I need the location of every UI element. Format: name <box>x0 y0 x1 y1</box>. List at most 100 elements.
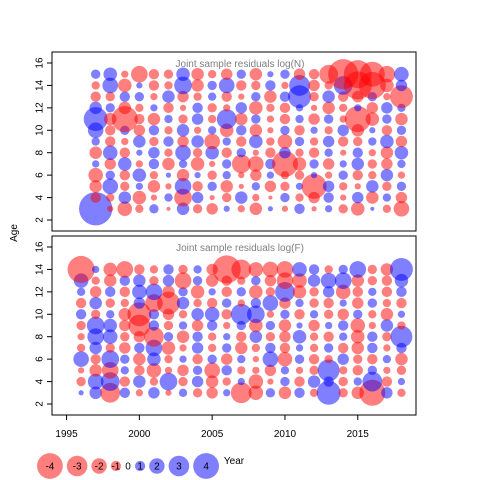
legend-bubble <box>168 455 190 477</box>
residual-bubble <box>382 114 392 124</box>
residual-bubble <box>368 170 377 180</box>
residual-bubble <box>105 125 116 136</box>
residual-bubble <box>119 387 130 398</box>
residual-bubble <box>191 67 204 81</box>
residual-bubble <box>280 376 290 387</box>
residual-bubble <box>222 137 231 146</box>
residual-bubble <box>134 113 145 125</box>
residual-bubble <box>103 318 117 333</box>
residual-bubble <box>121 137 129 146</box>
residual-bubble <box>367 331 378 342</box>
residual-bubble <box>367 342 378 354</box>
residual-bubble <box>308 69 320 80</box>
residual-bubble <box>237 299 245 307</box>
residual-bubble <box>179 104 187 111</box>
residual-bubble <box>222 298 232 308</box>
residual-bubble <box>105 286 116 298</box>
residual-bubble <box>324 265 333 274</box>
residual-bubble <box>248 262 264 277</box>
residual-bubble <box>92 160 100 168</box>
residual-bubble <box>133 135 146 148</box>
residual-bubble <box>339 103 348 113</box>
residual-bubble <box>222 192 232 203</box>
residual-bubble <box>292 329 307 344</box>
residual-bubble <box>351 202 365 216</box>
residual-bubble <box>165 183 172 190</box>
residual-bubble <box>208 343 217 353</box>
residual-bubble <box>381 376 393 387</box>
residual-bubble <box>380 319 394 332</box>
residual-bubble <box>265 320 276 331</box>
residual-bubble <box>350 318 366 333</box>
residual-bubble <box>323 114 334 124</box>
residual-bubble <box>309 91 319 102</box>
residual-bubble <box>265 147 276 158</box>
residual-bubble <box>235 102 247 114</box>
residual-bubble <box>337 308 349 321</box>
residual-bubble <box>238 183 244 189</box>
residual-bubble <box>323 297 334 309</box>
residual-bubble <box>191 79 204 92</box>
residual-bubble <box>150 93 158 101</box>
residual-bubble <box>177 364 189 377</box>
residual-bubble <box>353 354 363 364</box>
residual-bubble <box>231 154 251 174</box>
residual-bubble <box>338 264 348 275</box>
residual-bubble <box>162 274 175 287</box>
residual-bubble <box>212 255 241 284</box>
bubble-layer <box>67 255 413 406</box>
residual-bubble <box>221 365 232 376</box>
residual-bubble <box>351 329 365 344</box>
residual-bubble <box>311 206 317 212</box>
residual-bubble <box>75 309 87 320</box>
residual-bubble <box>352 297 364 309</box>
residual-bubble <box>295 114 304 124</box>
residual-bubble <box>119 286 130 298</box>
residual-bubble <box>337 124 349 137</box>
residual-bubble <box>339 332 348 341</box>
residual-bubble <box>102 77 119 94</box>
residual-bubble <box>149 275 159 286</box>
residual-bubble <box>148 320 160 331</box>
residual-bubble <box>235 191 248 204</box>
x-tick-label: 2005 <box>201 429 224 440</box>
residual-bubble <box>307 375 321 388</box>
residual-bubble <box>249 67 263 81</box>
residual-bubble <box>178 159 188 169</box>
residual-bubble <box>76 287 86 297</box>
residual-bubble <box>309 137 319 146</box>
residual-bubble <box>309 159 319 169</box>
residual-bubble <box>206 387 218 399</box>
residual-bubble <box>208 70 217 79</box>
residual-bubble <box>323 192 334 203</box>
residual-bubble <box>148 125 160 136</box>
residual-bubble <box>176 67 190 81</box>
residual-bubble <box>322 286 335 298</box>
residual-bubble <box>133 375 146 388</box>
residual-bubble <box>396 125 407 135</box>
residual-bubble <box>294 203 305 214</box>
residual-bubble <box>252 366 260 374</box>
residual-bubble <box>190 285 205 299</box>
residual-bubble <box>148 387 160 399</box>
residual-bubble <box>231 259 252 280</box>
residual-bubble <box>395 112 408 126</box>
residual-bubble <box>134 365 145 376</box>
y-tick-label: 12 <box>35 102 46 114</box>
residual-bubble <box>280 192 290 203</box>
residual-bubble <box>76 343 86 353</box>
residual-bubble <box>176 124 190 137</box>
residual-bubble <box>119 147 130 158</box>
residual-bubble <box>207 354 217 364</box>
residual-bubble <box>252 193 260 202</box>
residual-bubble <box>206 320 218 331</box>
residual-bubble <box>339 160 347 168</box>
residual-bubble <box>164 114 173 124</box>
residual-bubble <box>349 261 367 278</box>
residual-bubble <box>127 302 152 327</box>
residual-bubble <box>223 333 231 341</box>
residual-bubble <box>91 69 101 79</box>
residual-bubble <box>324 354 333 364</box>
residual-bubble <box>352 365 363 376</box>
residual-bubble <box>367 159 377 169</box>
